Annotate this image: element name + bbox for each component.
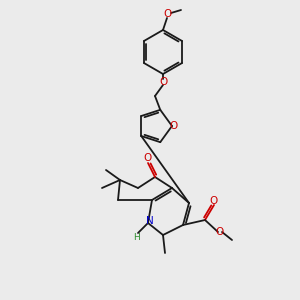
Text: O: O (210, 196, 218, 206)
Text: N: N (146, 216, 154, 226)
Text: O: O (159, 77, 167, 87)
Text: O: O (143, 153, 151, 163)
Text: O: O (170, 121, 178, 131)
Text: O: O (164, 9, 172, 19)
Text: O: O (215, 227, 223, 237)
Text: H: H (133, 233, 140, 242)
